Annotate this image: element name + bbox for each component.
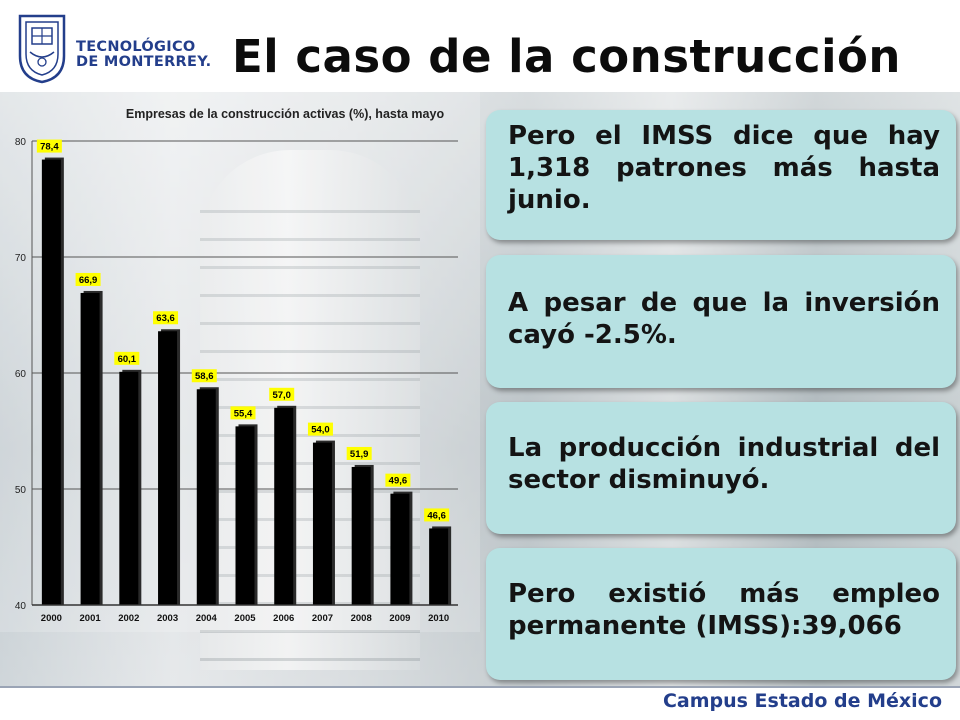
bar-2006 [274,407,294,605]
data-labels: 78,4 66,9 60,1 63,6 58,6 55,4 57,0 54,0 51,9 49,6… [36,139,450,522]
data-label-bg [36,139,62,153]
y-tick-label: 40 [15,601,27,612]
data-label: 63,6 [156,313,175,324]
data-label: 49,6 [389,476,408,487]
bars [41,157,452,605]
card-inversion: A pesar de que la inversión cayó -2.5%. [486,255,956,388]
x-tick-label: 2004 [196,613,218,624]
bar-2000 [41,159,61,605]
bar-2008 [351,466,371,605]
data-label: 55,4 [234,408,253,419]
bar-2001 [80,292,100,605]
data-label-bg [307,422,333,436]
data-label: 60,1 [118,354,137,365]
data-label-bg [346,446,372,460]
bar-2003 [158,331,178,605]
data-label-bg [424,508,450,522]
logo-line-2: DE MONTERREY. [76,54,212,70]
data-label-bg [153,311,179,325]
data-label-bg [230,406,256,420]
card-empleo: Pero existió más empleo permanente (IMSS… [486,548,956,680]
y-tick-label: 60 [15,369,27,380]
bar-2005 [235,426,255,605]
institution-logo: TECNOLÓGICO DE MONTERREY. [14,12,214,88]
bar-2007 [312,442,332,605]
bar-2010 [429,528,449,605]
x-tick-label: 2010 [428,613,449,624]
data-label: 78,4 [40,142,59,153]
data-label-bg [385,473,411,487]
y-tick-label: 70 [15,253,27,264]
x-tick-label: 2006 [273,613,294,624]
bar-2002 [119,371,139,605]
y-axis: 40 50 60 70 80 [15,137,33,612]
data-label: 51,9 [350,449,369,460]
bar-chart: Empresas de la construcción activas (%),… [0,92,480,632]
data-label: 46,6 [427,510,446,521]
x-tick-label: 2002 [118,613,139,624]
card-produccion: La producción industrial del sector dism… [486,402,956,534]
x-axis: 2000 2001 2002 2003 2004 2005 2006 2007 2008 2009… [32,604,458,624]
card-imss-patrones: Pero el IMSS dice que hay 1,318 patrones… [486,110,956,240]
data-label: 57,0 [272,390,291,401]
y-tick-label: 80 [15,137,27,148]
x-tick-label: 2009 [389,613,410,624]
bar-2004 [196,389,216,605]
page-title: El caso de la construcción [232,30,901,83]
data-label: 66,9 [79,275,98,286]
footer-divider [0,686,960,688]
x-tick-label: 2003 [157,613,178,624]
x-tick-label: 2008 [351,613,372,624]
data-label-bg [75,272,101,286]
data-label-bg [114,351,140,365]
x-tick-label: 2005 [234,613,256,624]
x-tick-label: 2007 [312,613,333,624]
chart-title: Empresas de la construcción activas (%),… [126,107,445,121]
data-label: 58,6 [195,371,214,382]
y-tick-label: 50 [15,485,27,496]
data-label: 54,0 [311,425,330,436]
data-label-bg [191,369,217,383]
campus-footer: Campus Estado de México [662,690,942,712]
bar-2009 [390,493,410,605]
logo-line-1: TECNOLÓGICO [76,39,196,55]
x-tick-label: 2001 [80,613,102,624]
x-tick-label: 2000 [41,613,62,624]
data-label-bg [269,387,295,401]
tec-de-monterrey-seal-icon [18,14,66,84]
